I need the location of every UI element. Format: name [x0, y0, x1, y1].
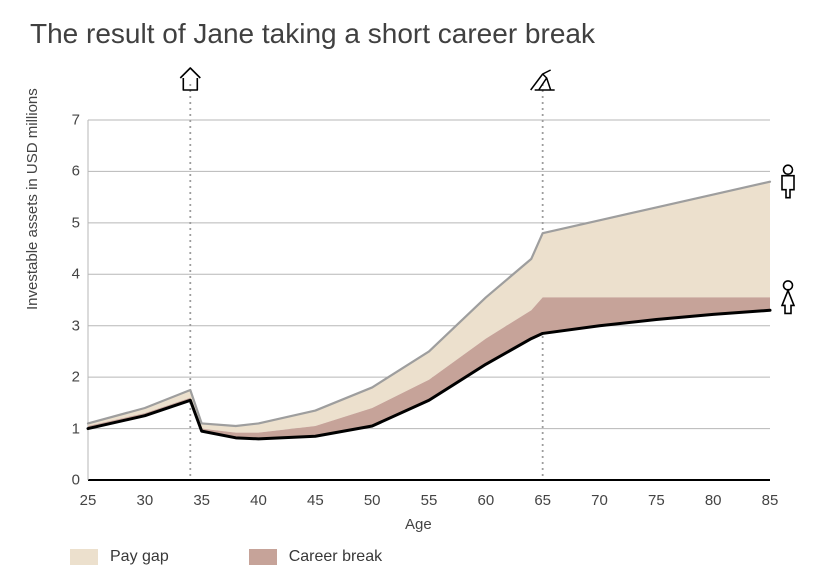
x-tick-label: 40 [250, 492, 267, 509]
y-tick-label: 5 [50, 214, 80, 231]
y-tick-label: 7 [50, 112, 80, 129]
legend-item-paygap: Pay gap [70, 548, 169, 566]
x-tick-label: 50 [364, 492, 381, 509]
x-tick-label: 25 [80, 492, 97, 509]
x-tick-label: 80 [705, 492, 722, 509]
x-tick-label: 70 [591, 492, 608, 509]
legend-swatch [249, 549, 277, 565]
legend-label: Pay gap [110, 548, 169, 566]
y-tick-label: 2 [50, 369, 80, 386]
x-tick-label: 65 [534, 492, 551, 509]
x-tick-label: 35 [193, 492, 210, 509]
x-tick-label: 30 [136, 492, 153, 509]
legend-item-careerbreak: Career break [249, 548, 382, 566]
x-tick-label: 75 [648, 492, 665, 509]
y-tick-label: 0 [50, 472, 80, 489]
y-tick-label: 6 [50, 163, 80, 180]
y-tick-label: 3 [50, 317, 80, 334]
x-tick-label: 45 [307, 492, 324, 509]
y-tick-label: 4 [50, 266, 80, 283]
legend-swatch [70, 549, 98, 565]
y-tick-label: 1 [50, 420, 80, 437]
x-tick-label: 60 [477, 492, 494, 509]
wealth-chart [0, 0, 816, 581]
x-tick-label: 85 [762, 492, 779, 509]
legend-label: Career break [289, 548, 382, 566]
legend: Pay gap Career break [70, 548, 382, 566]
x-tick-label: 55 [421, 492, 438, 509]
